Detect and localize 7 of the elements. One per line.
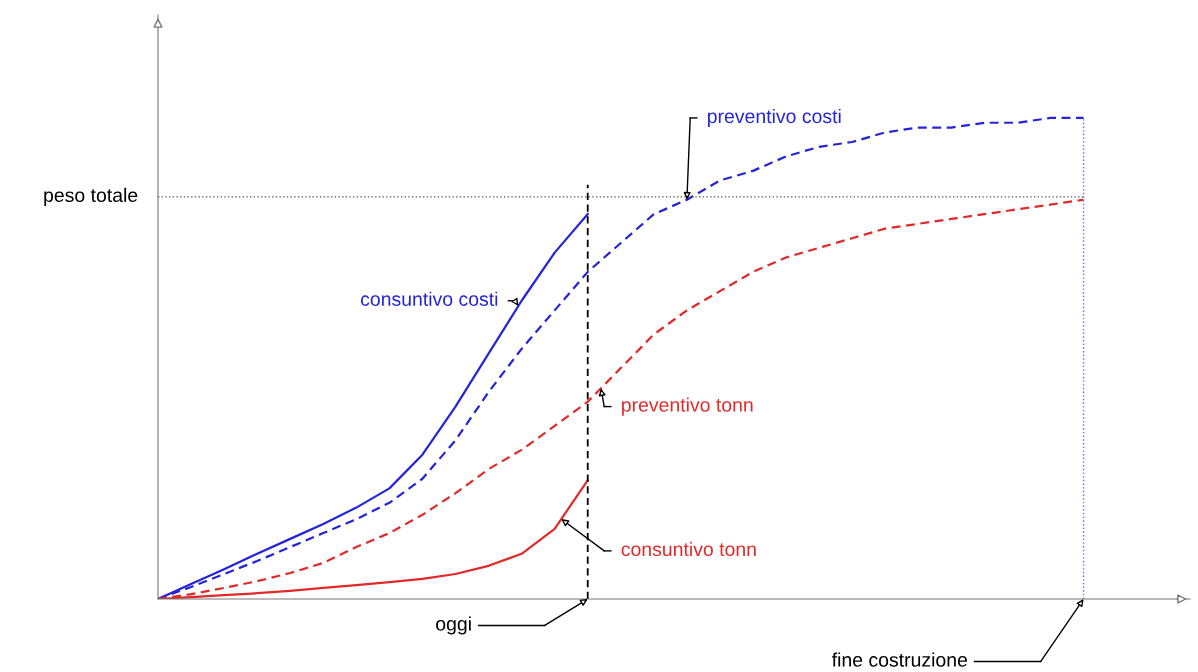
text: fine costruzione — [831, 652, 968, 667]
series-label: preventivo tonn — [622, 397, 753, 416]
series-label: consuntivo costi — [360, 291, 498, 306]
text: consuntivo tonn — [621, 541, 756, 557]
series-label: preventivo costi — [707, 108, 841, 128]
ref-line-label: peso totale — [44, 187, 138, 206]
text: oggi — [436, 616, 471, 635]
